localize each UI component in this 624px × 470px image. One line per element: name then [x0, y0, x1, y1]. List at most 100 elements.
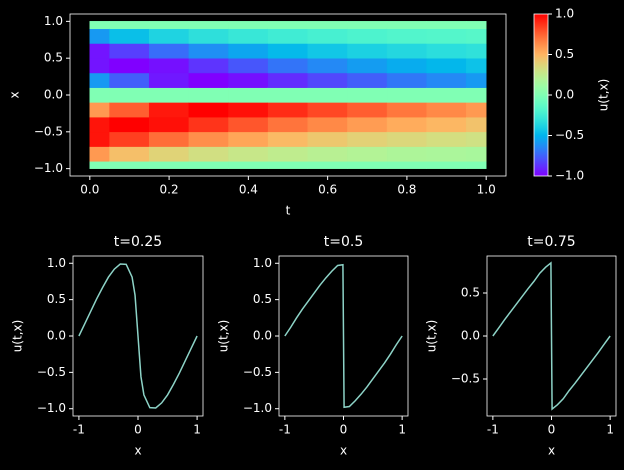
y-tick-label: 0.0: [253, 329, 272, 343]
heatmap-cell: [148, 102, 190, 118]
y-tick-label: 1.0: [47, 256, 66, 270]
x-tick-label: 0.2: [160, 183, 179, 197]
y-tick-label: 1.0: [253, 256, 272, 270]
y-tick-label: 0.5: [44, 51, 63, 65]
y-tick-label: −0.5: [34, 124, 63, 138]
heatmap-cell: [347, 116, 388, 133]
heatmap-cell: [109, 21, 150, 30]
heatmap-cell: [347, 131, 388, 147]
heatmap-cell: [347, 87, 388, 103]
x-tick-label: -1: [487, 423, 499, 437]
heatmap-cell: [267, 28, 309, 44]
heatmap-cell: [347, 21, 388, 30]
heatmap-cell: [347, 57, 388, 74]
heatmap-cell: [386, 160, 428, 169]
y-axis-label: u(t,x): [11, 320, 25, 353]
heatmap-cell: [89, 43, 110, 59]
heatmap-cell: [426, 87, 467, 103]
x-axis-label: x: [134, 444, 141, 458]
heatmap-cell: [426, 43, 467, 59]
heatmap-cell: [386, 21, 428, 30]
heatmap-cell: [347, 43, 388, 59]
x-tick-label: 0: [548, 423, 556, 437]
heatmap-cell: [109, 160, 150, 169]
y-tick-label: −1.0: [34, 161, 63, 175]
heatmap-cell: [426, 57, 467, 74]
heatmap-cell: [148, 28, 190, 44]
heatmap-cell: [267, 116, 309, 133]
x-tick-label: 0: [340, 423, 348, 437]
heatmap-cell: [347, 102, 388, 118]
heatmap-cell: [148, 43, 190, 59]
colorbar-label: u(t,x): [597, 79, 611, 112]
heatmap-cell: [109, 116, 150, 133]
colorbar-tick-label: −1.0: [555, 169, 584, 183]
x-axis-label: x: [548, 444, 555, 458]
heatmap-cell: [148, 160, 190, 169]
heatmap-cell: [426, 116, 467, 133]
y-tick-label: 0.0: [44, 88, 63, 102]
y-tick-label: 0.5: [47, 292, 66, 306]
heatmap-cell: [148, 116, 190, 133]
heatmap-cell: [109, 87, 150, 103]
heatmap-cell: [347, 146, 388, 162]
heatmap-cell: [148, 131, 190, 147]
heatmap-cell: [228, 131, 269, 147]
heatmap-cell: [466, 131, 487, 147]
heatmap-cell: [307, 160, 348, 169]
heatmap-cell: [307, 102, 348, 118]
heatmap-cell: [188, 116, 229, 133]
heatmap-cell: [466, 21, 487, 30]
heatmap-cell: [307, 28, 348, 44]
heatmap-cell: [426, 28, 467, 44]
x-tick-label: 0.0: [80, 183, 99, 197]
y-tick-label: 1.0: [44, 14, 63, 28]
x-tick-label: 1: [193, 423, 201, 437]
heatmap-cell: [267, 160, 309, 169]
heatmap-cell: [228, 146, 269, 162]
heatmap-cell: [307, 116, 348, 133]
heatmap-cell: [109, 57, 150, 74]
heatmap-cell: [109, 43, 150, 59]
x-tick-label: -1: [279, 423, 291, 437]
heatmap-cell: [466, 160, 487, 169]
heatmap-cell: [267, 57, 309, 74]
heatmap-cell: [307, 43, 348, 59]
heatmap-cell: [267, 43, 309, 59]
x-tick-label: 0.8: [397, 183, 416, 197]
y-axis-label: u(t,x): [217, 320, 231, 353]
heatmap-cell: [307, 72, 348, 88]
heatmap-cell: [267, 21, 309, 30]
heatmap-cell: [188, 57, 229, 74]
x-axis-label: x: [340, 444, 347, 458]
heatmap-cell: [347, 160, 388, 169]
x-tick-label: 0.4: [239, 183, 258, 197]
heatmap-cell: [188, 160, 229, 169]
line: [492, 261, 611, 411]
heatmap-cell: [386, 87, 428, 103]
heatmap-cell: [426, 72, 467, 88]
heatmap-cell: [188, 102, 229, 118]
heatmap-cell: [267, 87, 309, 103]
y-axis-label: x: [8, 91, 22, 98]
heatmap-cell: [466, 87, 487, 103]
heatmap-cell: [148, 72, 190, 88]
heatmap-cell: [307, 21, 348, 30]
heatmap-cell: [466, 43, 487, 59]
heatmap-cell: [386, 28, 428, 44]
heatmap-cell: [386, 102, 428, 118]
heatmap-cell: [109, 28, 150, 44]
colorbar-tick-label: 0.5: [555, 47, 574, 61]
heatmap-cell: [466, 102, 487, 118]
heatmap-cell: [267, 72, 309, 88]
y-tick-label: −0.5: [243, 365, 272, 379]
heatmap-cell: [148, 21, 190, 30]
heatmap-cell: [148, 87, 190, 103]
heatmap-cell: [426, 131, 467, 147]
y-tick-label: 0.5: [253, 292, 272, 306]
colorbar-tick-label: 1.0: [555, 7, 574, 21]
heatmap-cell: [89, 146, 110, 162]
heatmap-cell: [228, 72, 269, 88]
heatmap-cell: [188, 72, 229, 88]
